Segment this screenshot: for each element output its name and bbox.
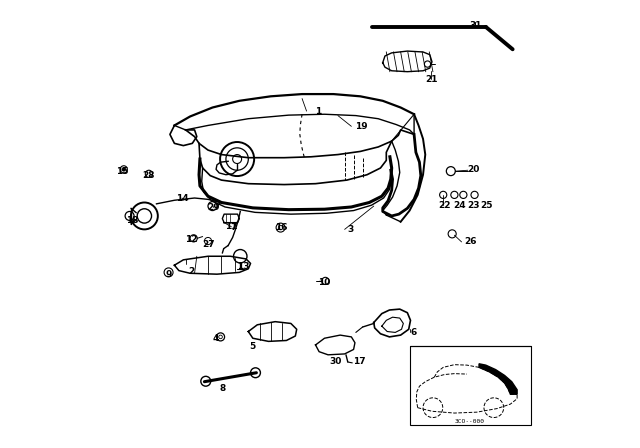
Polygon shape — [479, 364, 517, 394]
Text: 24: 24 — [454, 201, 466, 210]
Text: 11: 11 — [225, 222, 237, 231]
Text: 21: 21 — [425, 75, 437, 84]
Text: 7: 7 — [231, 223, 237, 232]
Text: 10: 10 — [318, 278, 331, 287]
Text: 5: 5 — [249, 342, 255, 351]
Text: 23: 23 — [467, 201, 479, 210]
Text: 14: 14 — [176, 194, 188, 202]
Circle shape — [122, 168, 125, 171]
Text: 27: 27 — [203, 240, 215, 249]
Text: 26: 26 — [464, 237, 476, 246]
Text: 29: 29 — [207, 203, 220, 212]
Text: 22: 22 — [438, 201, 451, 210]
Text: 3: 3 — [348, 225, 353, 234]
Text: 1: 1 — [315, 107, 321, 116]
Text: 18: 18 — [127, 216, 139, 225]
Text: 31: 31 — [470, 22, 482, 30]
Text: 8: 8 — [220, 384, 225, 393]
Text: 28: 28 — [143, 171, 155, 180]
Text: 20: 20 — [467, 165, 479, 174]
Text: 16: 16 — [275, 223, 287, 232]
Text: 17: 17 — [353, 357, 365, 366]
Text: 25: 25 — [481, 201, 493, 210]
Text: 13: 13 — [237, 262, 249, 271]
Text: 6: 6 — [411, 328, 417, 337]
Text: 15: 15 — [116, 167, 128, 176]
Text: 19: 19 — [355, 122, 367, 131]
Text: 12: 12 — [185, 235, 197, 244]
Text: 3CO··000: 3CO··000 — [455, 418, 485, 424]
Text: 4: 4 — [213, 334, 220, 343]
Text: 30: 30 — [330, 358, 342, 366]
Text: 2: 2 — [188, 267, 195, 276]
Text: 9: 9 — [165, 270, 172, 279]
